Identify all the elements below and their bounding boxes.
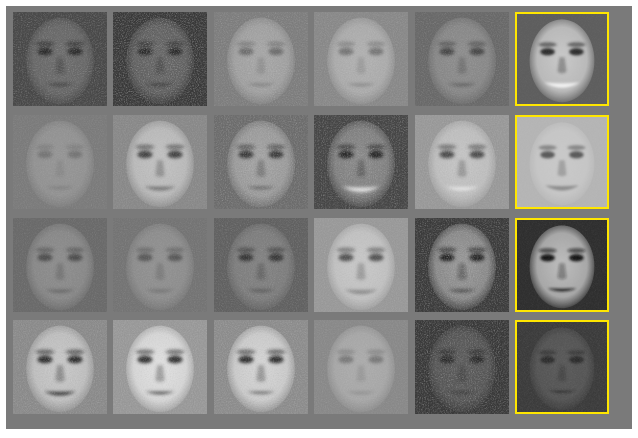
face-tile bbox=[13, 12, 107, 106]
face-image bbox=[414, 12, 509, 106]
face-image bbox=[314, 114, 409, 209]
face-tile bbox=[113, 114, 208, 209]
face-tile bbox=[113, 12, 208, 106]
face-tile bbox=[414, 12, 509, 106]
target-face-tile bbox=[515, 12, 609, 106]
face-image bbox=[314, 12, 409, 106]
face-tile bbox=[13, 217, 107, 312]
face-grid bbox=[6, 6, 632, 429]
face-tile bbox=[13, 320, 107, 415]
face-tile bbox=[414, 114, 509, 209]
face-image bbox=[517, 116, 607, 207]
face-image bbox=[113, 320, 208, 415]
target-face-tile bbox=[515, 320, 609, 415]
face-image bbox=[414, 320, 509, 415]
face-tile bbox=[113, 320, 208, 415]
face-image bbox=[213, 114, 308, 209]
face-tile bbox=[213, 114, 308, 209]
face-image bbox=[113, 217, 208, 312]
face-image bbox=[113, 12, 208, 106]
face-image bbox=[113, 114, 208, 209]
face-tile bbox=[113, 217, 208, 312]
face-image bbox=[414, 114, 509, 209]
face-image bbox=[517, 322, 607, 413]
face-image bbox=[213, 12, 308, 106]
face-tile bbox=[314, 12, 409, 106]
face-tile bbox=[213, 320, 308, 415]
face-tile bbox=[314, 320, 409, 415]
face-tile bbox=[314, 114, 409, 209]
face-tile bbox=[213, 12, 308, 106]
face-tile bbox=[314, 217, 409, 312]
face-image bbox=[13, 217, 107, 312]
face-image bbox=[314, 217, 409, 312]
face-image bbox=[414, 217, 509, 312]
face-image bbox=[213, 320, 308, 415]
face-image bbox=[13, 320, 107, 415]
face-tile bbox=[414, 217, 509, 312]
face-image bbox=[314, 320, 409, 415]
face-tile bbox=[414, 320, 509, 415]
target-face-tile bbox=[515, 217, 609, 312]
target-face-tile bbox=[515, 114, 609, 209]
face-tile bbox=[213, 217, 308, 312]
face-image bbox=[13, 114, 107, 209]
face-image bbox=[517, 219, 607, 310]
face-image bbox=[213, 217, 308, 312]
face-image bbox=[517, 14, 607, 104]
face-image bbox=[13, 12, 107, 106]
face-tile bbox=[13, 114, 107, 209]
